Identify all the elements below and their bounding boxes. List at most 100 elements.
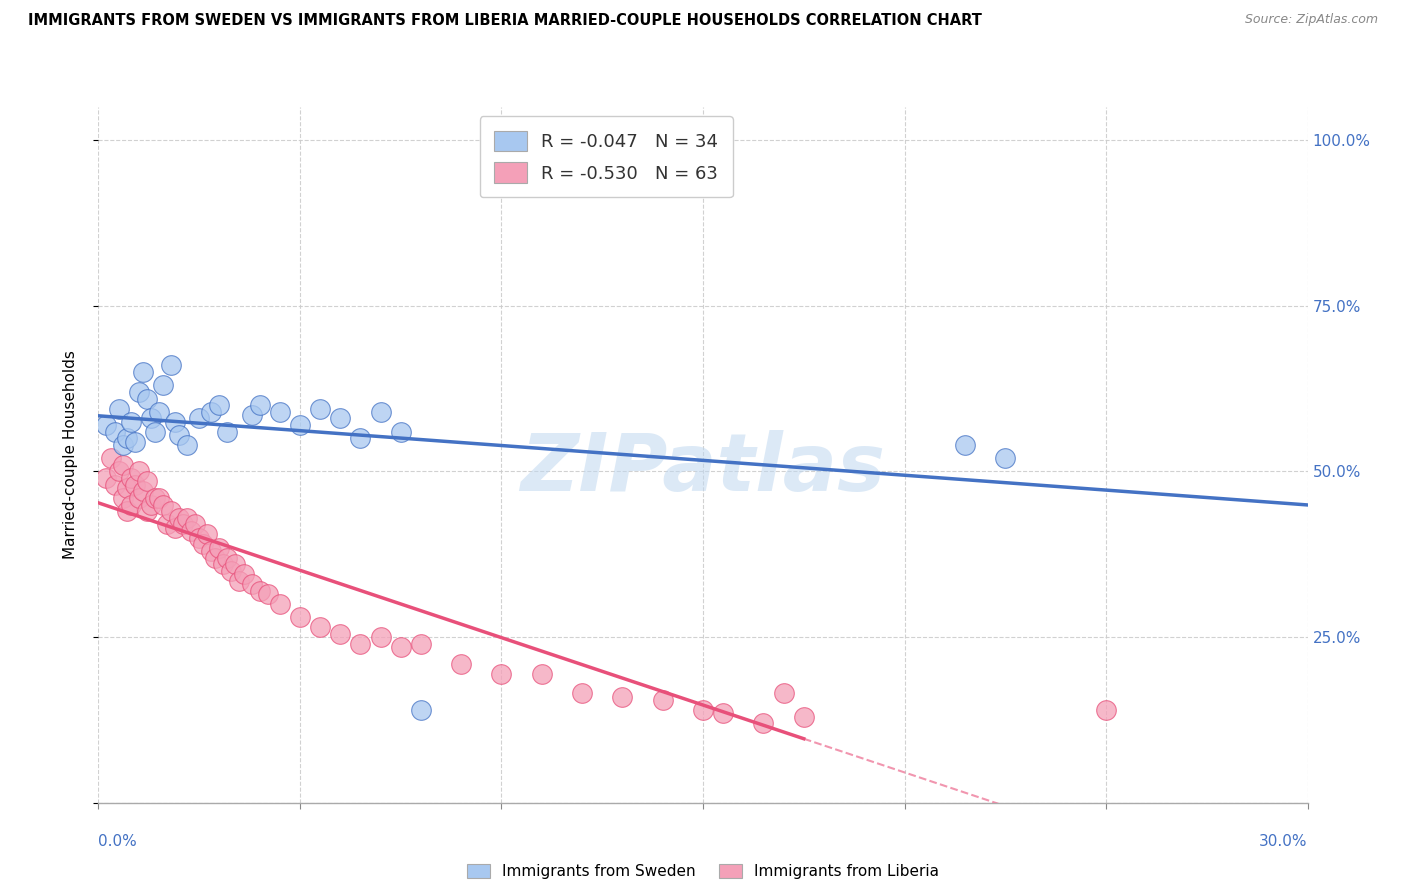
Point (612, 690, 634, 704)
Point (309, 401, 332, 416)
Point (107, 465, 129, 479)
Point (128, 491, 150, 505)
Point (692, 703, 714, 717)
Point (217, 550, 239, 565)
Point (269, 597, 291, 611)
Point (409, 637, 432, 651)
Point (172, 517, 194, 532)
Text: 0.0%: 0.0% (98, 834, 138, 849)
Point (160, 359, 183, 373)
Point (349, 637, 371, 651)
Point (96, 471, 118, 485)
Point (329, 411, 352, 425)
Point (120, 471, 142, 485)
Point (651, 693, 673, 707)
Point (571, 686, 593, 700)
Point (450, 657, 472, 671)
Point (249, 583, 271, 598)
Point (288, 610, 311, 624)
Point (163, 521, 186, 535)
Point (115, 504, 138, 518)
Point (188, 411, 211, 425)
Point (409, 703, 432, 717)
Point (124, 477, 146, 491)
Point (370, 405, 392, 419)
Point (128, 384, 150, 399)
Point (124, 434, 146, 449)
Point (232, 567, 254, 582)
Point (793, 709, 815, 723)
Point (163, 415, 186, 429)
Point (217, 425, 239, 439)
Point (994, 451, 1017, 466)
Point (208, 398, 231, 412)
Point (349, 431, 371, 445)
Point (139, 411, 162, 425)
Point (212, 558, 235, 572)
Point (240, 577, 263, 591)
Point (100, 451, 122, 466)
Y-axis label: Married-couple Households: Married-couple Households (63, 351, 77, 559)
Point (115, 481, 138, 495)
Point (132, 365, 155, 379)
Point (135, 475, 157, 489)
Point (176, 438, 198, 452)
Point (224, 558, 246, 572)
Point (288, 418, 311, 433)
Point (204, 550, 226, 565)
Point (120, 498, 142, 512)
Point (256, 587, 278, 601)
Text: IMMIGRANTS FROM SWEDEN VS IMMIGRANTS FROM LIBERIA MARRIED-COUPLE HOUSEHOLDS CORR: IMMIGRANTS FROM SWEDEN VS IMMIGRANTS FRO… (28, 13, 981, 29)
Point (195, 527, 218, 541)
Text: Source: ZipAtlas.com: Source: ZipAtlas.com (1244, 13, 1378, 27)
Point (128, 465, 150, 479)
Point (156, 517, 179, 532)
Point (107, 401, 129, 416)
Point (111, 438, 134, 452)
Point (389, 425, 412, 439)
Point (152, 378, 174, 392)
Point (120, 415, 142, 429)
Point (711, 706, 734, 721)
Point (772, 686, 794, 700)
Point (143, 425, 166, 439)
Point (167, 511, 190, 525)
Point (103, 425, 125, 439)
Point (176, 511, 198, 525)
Point (228, 574, 250, 588)
Point (221, 564, 243, 578)
Point (132, 484, 155, 499)
Text: 30.0%: 30.0% (1260, 834, 1308, 849)
Point (160, 504, 183, 518)
Point (148, 405, 170, 419)
Point (188, 531, 211, 545)
Point (135, 504, 157, 518)
Point (309, 620, 332, 634)
Point (115, 431, 138, 445)
Point (491, 666, 513, 681)
Point (208, 541, 231, 555)
Point (143, 491, 166, 505)
Point (530, 666, 553, 681)
Point (184, 517, 207, 532)
Point (200, 544, 222, 558)
Point (152, 498, 174, 512)
Point (249, 398, 271, 412)
Point (953, 438, 976, 452)
Point (167, 428, 190, 442)
Point (139, 498, 162, 512)
Point (148, 491, 170, 505)
Point (135, 392, 157, 406)
Point (389, 640, 412, 654)
Point (200, 405, 222, 419)
Point (180, 524, 202, 538)
Point (1095, 703, 1118, 717)
Point (269, 405, 291, 419)
Point (103, 477, 125, 491)
Text: ZIPatlas: ZIPatlas (520, 430, 886, 508)
Point (96, 418, 118, 433)
Point (329, 627, 352, 641)
Point (111, 458, 134, 472)
Legend: Immigrants from Sweden, Immigrants from Liberia: Immigrants from Sweden, Immigrants from … (461, 858, 945, 886)
Point (111, 491, 134, 505)
